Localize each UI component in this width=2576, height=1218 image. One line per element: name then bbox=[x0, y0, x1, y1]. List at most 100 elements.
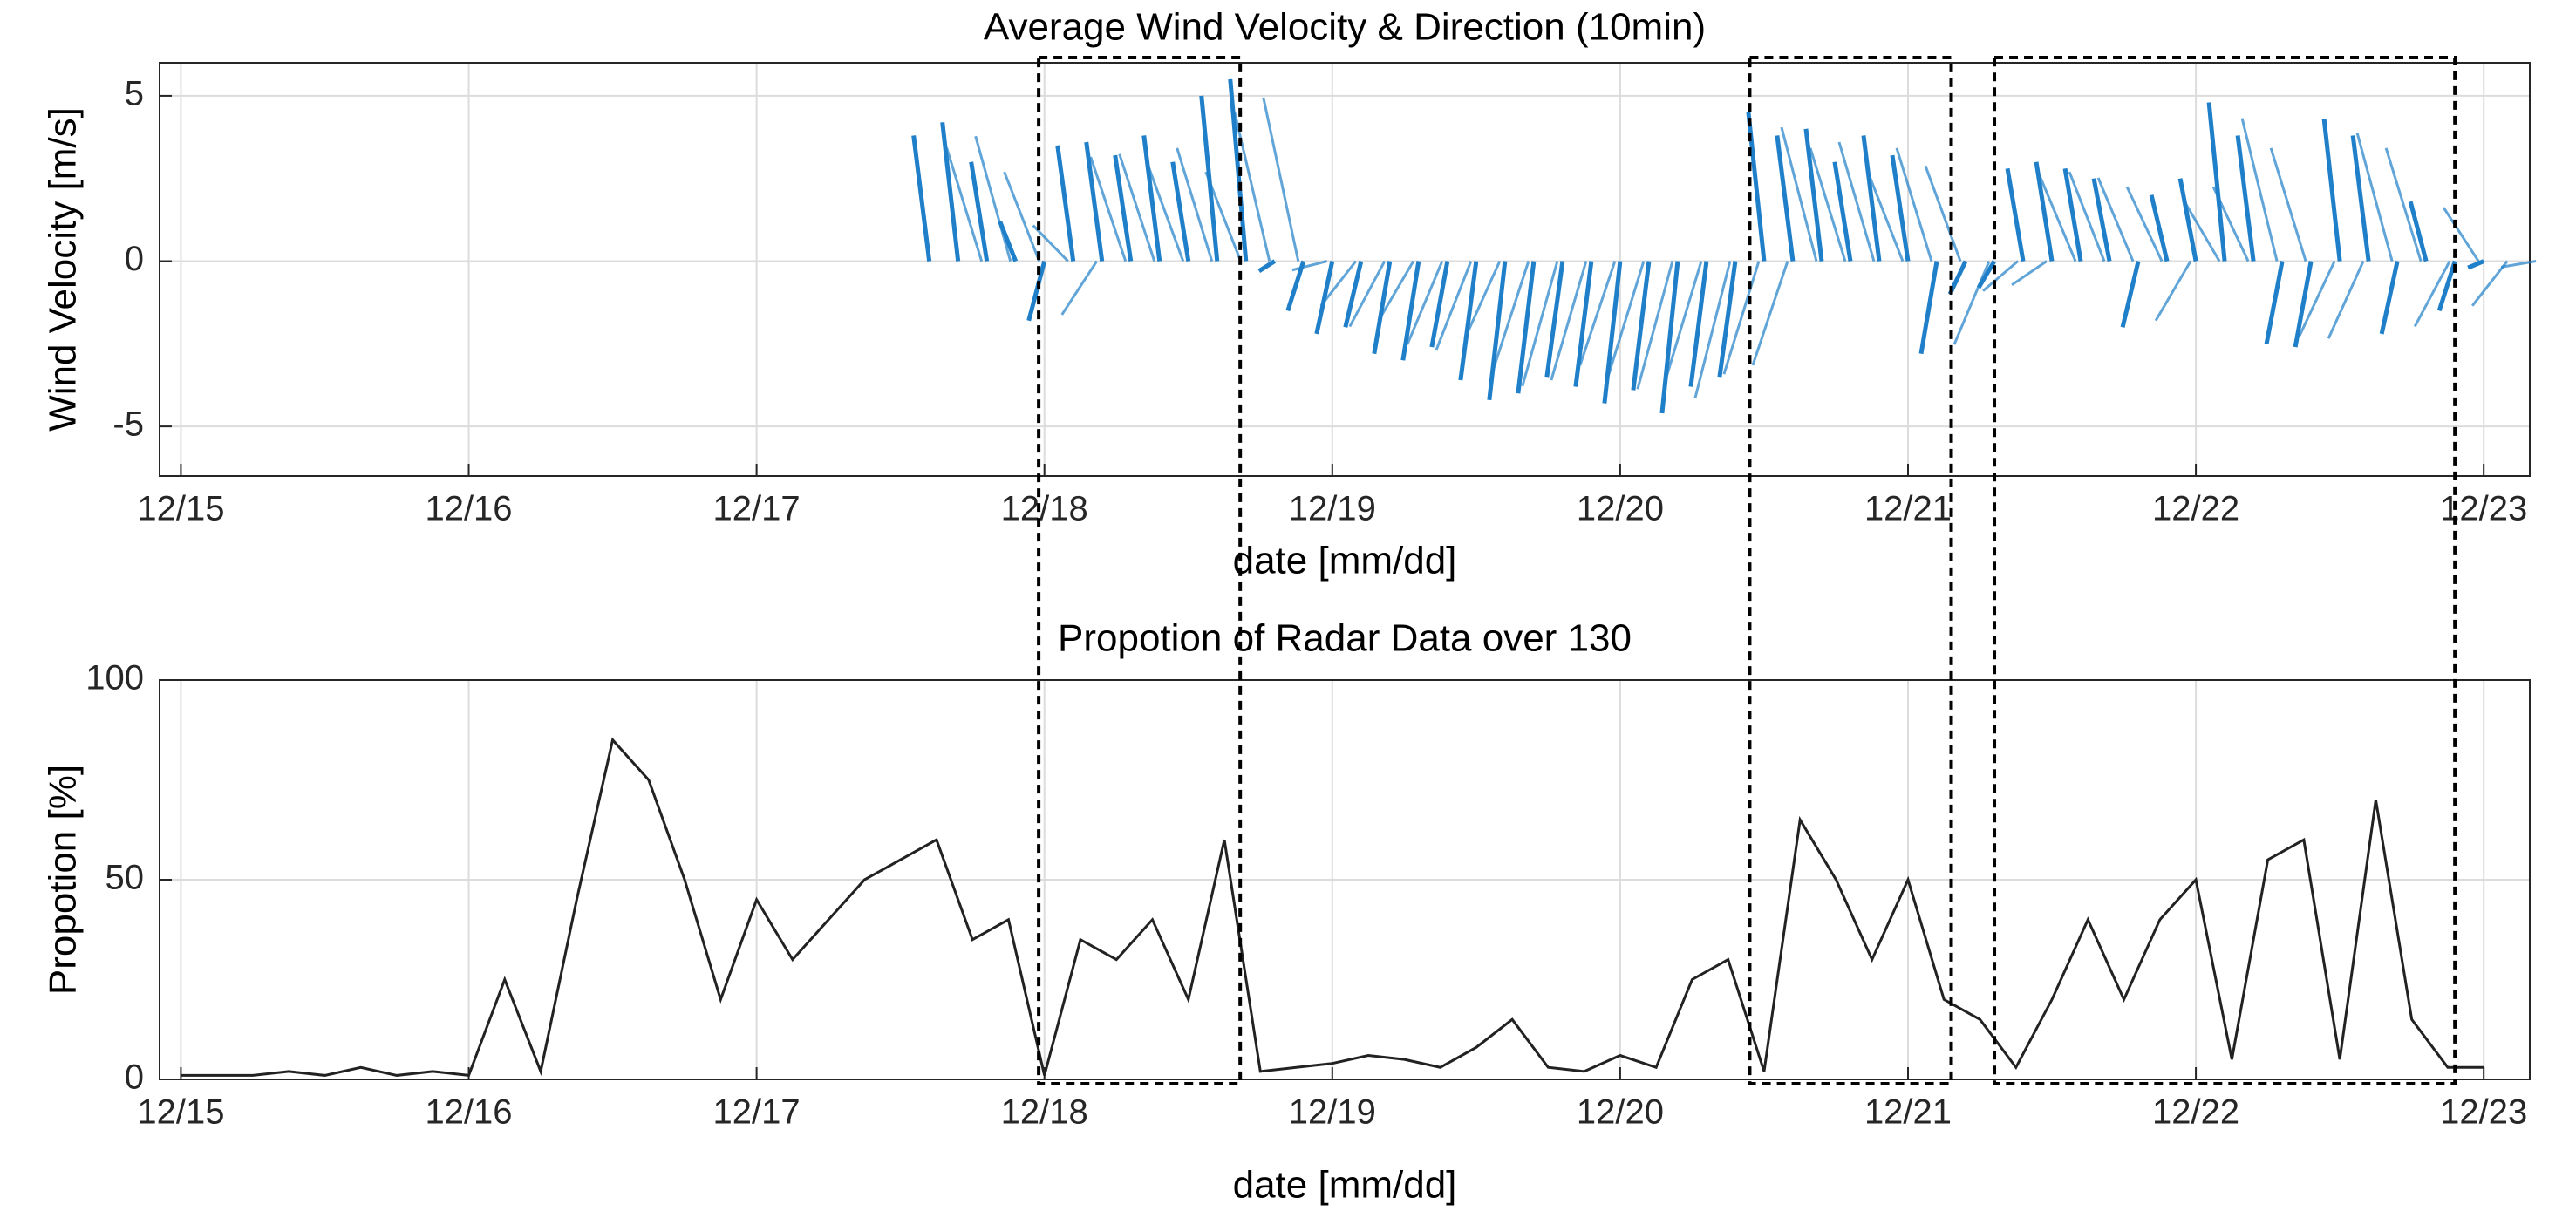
x-tick-label: 12/22 bbox=[2152, 1093, 2239, 1132]
wind-arrow bbox=[1113, 154, 1134, 262]
wind-arrow bbox=[2350, 135, 2371, 262]
chart-title: Propotion of Radar Data over 130 bbox=[1058, 617, 1632, 660]
x-tick-label: 12/15 bbox=[137, 1093, 224, 1132]
wind-arrow-fill bbox=[2413, 260, 2451, 328]
wind-arrow bbox=[1084, 141, 1105, 262]
highlight-box bbox=[1037, 56, 1243, 1085]
wind-arrow-fill bbox=[1262, 97, 1300, 262]
wind-arrow-fill bbox=[1722, 261, 1761, 375]
wind-arrow-fill bbox=[2327, 260, 2365, 339]
wind-arrow-fill bbox=[945, 147, 984, 262]
wind-arrow bbox=[1918, 261, 1939, 355]
x-tick-label: 12/19 bbox=[1289, 490, 1376, 528]
wind-arrow bbox=[998, 221, 1019, 262]
wind-arrow bbox=[1170, 161, 1191, 262]
wind-arrow bbox=[2264, 261, 2285, 344]
x-axis-label: date [mm/dd] bbox=[1233, 540, 1457, 582]
y-axis-label: Wind Velocity [m/s] bbox=[42, 107, 85, 432]
wind-arrow bbox=[2467, 259, 2485, 270]
wind-arrow bbox=[1544, 261, 1565, 378]
wind-arrow bbox=[1602, 261, 1623, 404]
wind-arrow bbox=[1832, 161, 1853, 262]
wind-arrow bbox=[969, 161, 990, 262]
wind-arrow-fill bbox=[1377, 260, 1415, 322]
wind-arrow-fill bbox=[1406, 260, 1444, 345]
x-tick-label: 12/17 bbox=[713, 490, 801, 528]
wind-arrow-fill bbox=[1291, 260, 1328, 272]
wind-arrow-fill bbox=[2011, 260, 2048, 287]
x-tick-label: 12/22 bbox=[2152, 490, 2239, 528]
wind-arrow bbox=[1055, 145, 1076, 262]
wind-arrow-fill bbox=[2039, 177, 2077, 262]
wind-arrow-fill bbox=[1895, 147, 1933, 262]
wind-arrow-fill bbox=[1147, 165, 1185, 262]
wind-arrow bbox=[1803, 128, 1824, 262]
proportion-line bbox=[181, 737, 2484, 1078]
wind-arrow bbox=[1688, 261, 1709, 387]
wind-arrow-fill bbox=[2154, 260, 2192, 322]
wind-arrow-fill bbox=[1751, 261, 1789, 366]
x-tick-label: 12/20 bbox=[1577, 1093, 1664, 1132]
wind-arrow bbox=[1458, 261, 1479, 381]
wind-arrow-fill bbox=[1233, 112, 1271, 262]
wind-arrow-fill bbox=[1607, 261, 1646, 375]
wind-arrow bbox=[1861, 135, 1882, 262]
wind-arrow-fill bbox=[1780, 126, 1818, 262]
wind-arrow-fill bbox=[2355, 133, 2394, 262]
wind-arrow bbox=[940, 121, 961, 262]
wind-arrow bbox=[1141, 135, 1162, 262]
wind-arrow bbox=[2206, 102, 2227, 262]
wind-arrow bbox=[2177, 178, 2198, 262]
wind-arrow bbox=[2120, 260, 2141, 328]
wind-arrow-fill bbox=[1060, 260, 1098, 316]
wind-arrow bbox=[2091, 178, 2112, 262]
wind-arrow-fill bbox=[1089, 156, 1128, 262]
wind-arrow-fill bbox=[1809, 147, 1847, 262]
wind-arrow bbox=[2062, 167, 2083, 262]
x-tick-label: 12/16 bbox=[425, 490, 512, 528]
plot-area bbox=[160, 63, 2530, 476]
x-axis-label: date [mm/dd] bbox=[1233, 1164, 1457, 1207]
wind-arrow-fill bbox=[1837, 141, 1876, 262]
wind-arrow bbox=[1487, 261, 1508, 401]
wind-arrow-fill bbox=[1578, 261, 1617, 366]
wind-arrow-fill bbox=[1463, 260, 1502, 339]
wind-arrow bbox=[2034, 161, 2055, 262]
y-tick-label: 100 bbox=[85, 659, 144, 697]
wind-arrow-fill bbox=[1348, 260, 1387, 328]
wind-arrow bbox=[1372, 261, 1393, 355]
highlight-box bbox=[1993, 56, 2457, 1085]
axes-box bbox=[159, 679, 2531, 1080]
y-axis-label: Propotion [%] bbox=[42, 765, 85, 995]
wind-arrow-fill bbox=[2125, 186, 2164, 262]
wind-arrow bbox=[1717, 261, 1738, 378]
wind-arrow-fill bbox=[1924, 165, 1962, 262]
wind-arrow-fill bbox=[1665, 261, 1703, 378]
x-tick-label: 12/18 bbox=[1001, 490, 1088, 528]
y-tick-label: 50 bbox=[106, 859, 145, 897]
wind-arrow bbox=[1775, 135, 1796, 262]
wind-arrow-fill bbox=[1118, 153, 1156, 262]
wind-arrow-fill bbox=[2470, 260, 2509, 307]
wind-arrow-fill bbox=[1550, 261, 1588, 381]
wind-arrow bbox=[1314, 260, 1335, 335]
wind-arrow-fill bbox=[1521, 261, 1559, 387]
y-tick-label: -5 bbox=[112, 405, 144, 444]
x-tick-label: 12/20 bbox=[1577, 490, 1664, 528]
wind-arrow-fill bbox=[1982, 260, 2019, 292]
wind-arrow-fill bbox=[2269, 147, 2307, 262]
x-tick-label: 12/23 bbox=[2440, 490, 2527, 528]
wind-arrow bbox=[2408, 201, 2429, 262]
x-tick-label: 12/17 bbox=[713, 1093, 801, 1132]
wind-arrow-fill bbox=[2298, 260, 2336, 337]
x-tick-label: 12/15 bbox=[137, 490, 224, 528]
wind-arrow bbox=[1976, 260, 1997, 289]
wind-arrow bbox=[2149, 194, 2170, 262]
wind-arrow-fill bbox=[1003, 171, 1041, 262]
wind-arrow-fill bbox=[2096, 177, 2135, 262]
wind-arrow-fill bbox=[1435, 260, 1473, 351]
wind-arrow-fill bbox=[2500, 260, 2537, 269]
wind-arrow bbox=[2293, 261, 2314, 348]
x-tick-label: 12/23 bbox=[2440, 1093, 2527, 1132]
wind-arrow bbox=[2436, 260, 2457, 312]
